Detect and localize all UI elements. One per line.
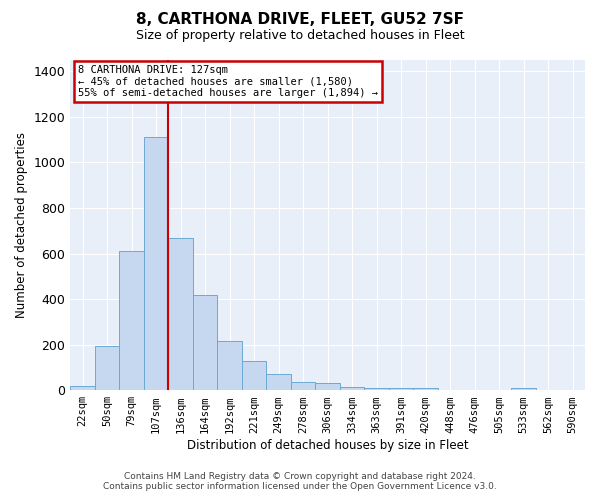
- Bar: [144, 138, 169, 390]
- Text: Size of property relative to detached houses in Fleet: Size of property relative to detached ho…: [136, 29, 464, 42]
- Bar: [364, 388, 389, 390]
- Bar: [389, 388, 413, 390]
- Bar: [316, 384, 340, 390]
- Text: 8, CARTHONA DRIVE, FLEET, GU52 7SF: 8, CARTHONA DRIVE, FLEET, GU52 7SF: [136, 12, 464, 26]
- Bar: [242, 360, 266, 390]
- Bar: [340, 387, 364, 390]
- Bar: [291, 382, 316, 390]
- Text: Contains HM Land Registry data © Crown copyright and database right 2024.
Contai: Contains HM Land Registry data © Crown c…: [103, 472, 497, 491]
- Bar: [511, 388, 536, 390]
- Bar: [217, 341, 242, 390]
- Bar: [169, 238, 193, 390]
- Bar: [95, 346, 119, 390]
- Bar: [70, 386, 95, 390]
- Bar: [119, 252, 144, 390]
- X-axis label: Distribution of detached houses by size in Fleet: Distribution of detached houses by size …: [187, 440, 469, 452]
- Bar: [413, 388, 438, 390]
- Text: 8 CARTHONA DRIVE: 127sqm
← 45% of detached houses are smaller (1,580)
55% of sem: 8 CARTHONA DRIVE: 127sqm ← 45% of detach…: [78, 65, 378, 98]
- Bar: [193, 294, 217, 390]
- Y-axis label: Number of detached properties: Number of detached properties: [15, 132, 28, 318]
- Bar: [266, 374, 291, 390]
